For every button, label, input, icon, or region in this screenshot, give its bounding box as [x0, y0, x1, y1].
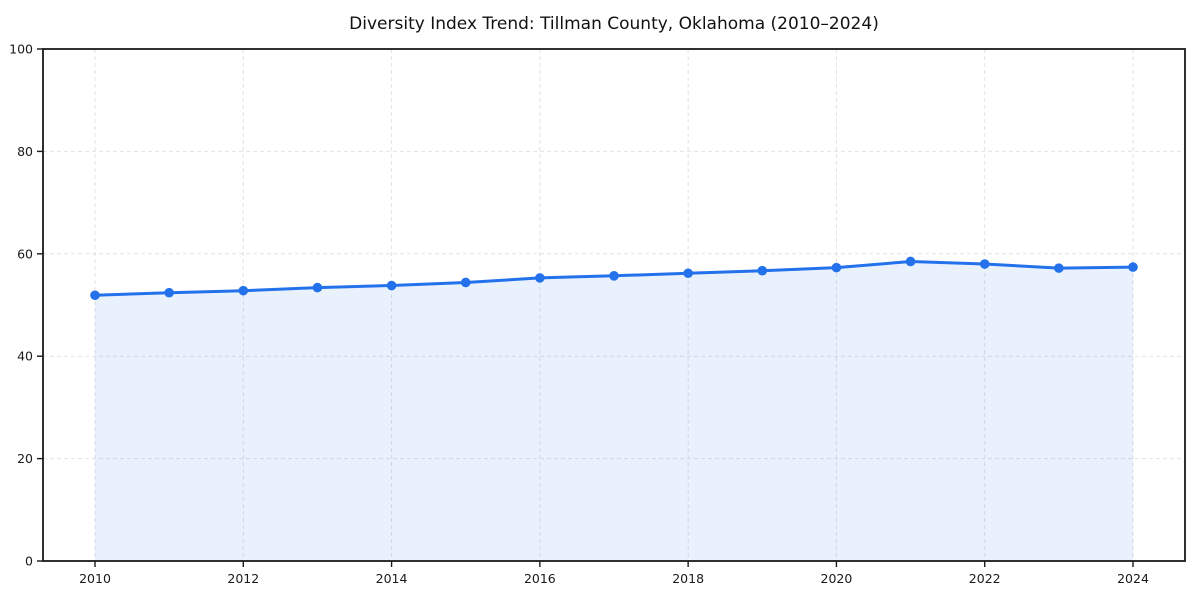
area-fill	[95, 261, 1133, 561]
y-tick-label: 40	[17, 349, 33, 364]
data-point	[90, 290, 100, 301]
x-tick-label: 2014	[376, 571, 408, 586]
data-point	[609, 271, 619, 281]
x-tick-label: 2018	[672, 571, 704, 586]
axes	[37, 48, 1186, 567]
y-tick-label: 60	[17, 246, 33, 261]
y-tick-label: 0	[25, 554, 33, 569]
data-point	[1128, 262, 1138, 272]
plot-border	[42, 48, 1186, 562]
data-point	[905, 256, 916, 267]
x-tick-label: 2016	[524, 571, 556, 586]
x-tick-label: 2024	[1117, 571, 1149, 586]
data-series	[90, 256, 1138, 561]
data-point	[757, 265, 768, 276]
grid-lines	[43, 48, 1185, 562]
y-tick-label: 80	[17, 144, 33, 159]
x-tick-label: 2012	[227, 571, 259, 586]
data-point	[238, 285, 249, 296]
data-point	[535, 273, 545, 283]
data-point	[1054, 263, 1064, 273]
y-tick-label: 100	[9, 42, 33, 57]
data-point	[460, 277, 471, 288]
tick-labels: 0 20 40 60 80 100 2010 2012 2014 2016 2018 2020 2022…	[9, 42, 1149, 587]
data-point	[683, 268, 693, 279]
chart-title: Diversity Index Trend: Tillman County, O…	[349, 14, 879, 34]
data-point	[164, 287, 174, 298]
x-tick-label: 2022	[969, 571, 1001, 586]
data-point	[312, 282, 323, 293]
data-point	[831, 262, 842, 273]
y-tick-label: 20	[17, 451, 33, 466]
data-point	[979, 259, 990, 269]
x-tick-label: 2010	[79, 571, 111, 586]
data-point	[386, 280, 397, 291]
x-tick-label: 2020	[821, 571, 853, 586]
